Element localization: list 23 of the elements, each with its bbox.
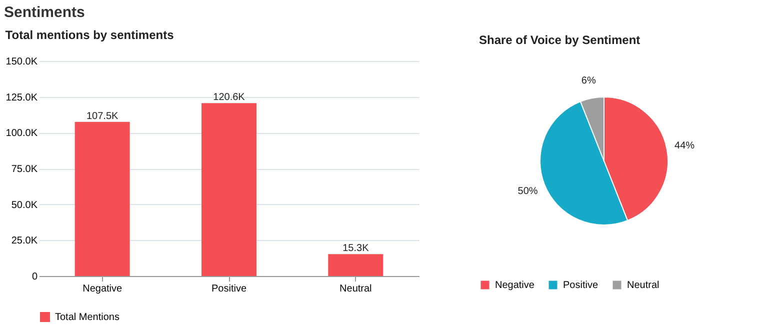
data-label: 15.3K [342,243,370,254]
data-label: 120.6K [213,92,246,104]
y-tick-label: 25.0K [11,236,38,247]
bar [74,122,130,276]
data-label: 6% [581,75,596,86]
chart-title: Total mentions by sentiments [5,28,174,42]
data-label: 44% [674,140,695,152]
data-label: 107.5K [86,110,119,122]
x-tick-label: Negative [82,284,123,294]
y-tick-label: 150.0K [6,56,38,68]
y-tick-label: 75.0K [11,164,38,175]
bar [202,103,256,276]
y-tick-label: 125.0K [6,92,38,104]
x-tick-label: Positive [211,284,247,294]
y-tick-label: 100.0K [6,128,38,140]
legend-label: Total Mentions [55,312,120,323]
text: Sentiments [3,3,86,23]
x-tick-label: Neutral [340,284,372,294]
y-tick-label: 50.0K [11,200,38,211]
y-tick-label: 0 [32,272,38,282]
bar [328,254,384,276]
data-label: 50% [518,186,538,198]
chart-title: Share of Voice by Sentiment [479,33,640,47]
